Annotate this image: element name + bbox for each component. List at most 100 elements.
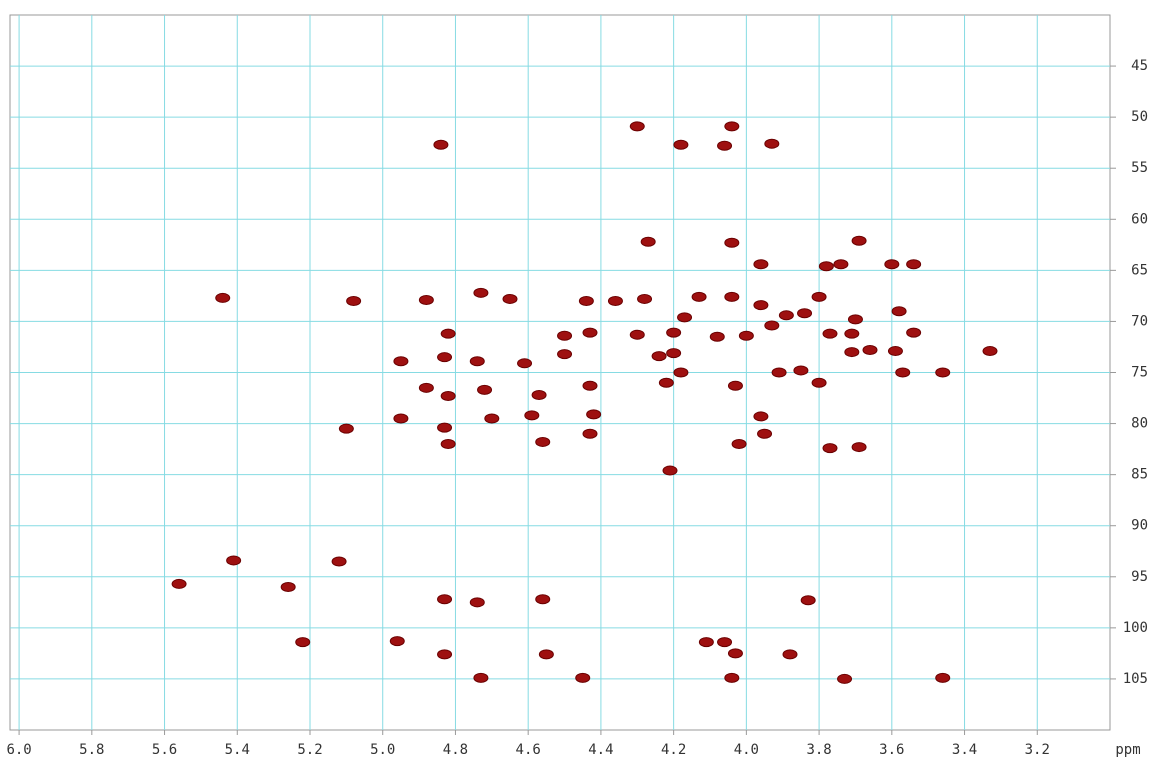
peak	[698, 637, 714, 648]
x-tick-label: 3.4	[952, 742, 977, 758]
peak	[557, 349, 573, 360]
peak	[437, 649, 453, 660]
peak	[502, 293, 518, 304]
y-tick-label: 105	[1123, 671, 1148, 687]
peak	[637, 293, 653, 304]
peak	[862, 345, 878, 356]
peak	[433, 139, 449, 150]
peak	[346, 296, 362, 306]
peak	[793, 365, 809, 376]
peak	[226, 555, 242, 566]
peak	[851, 442, 867, 453]
x-tick-label: 4.6	[516, 742, 541, 758]
peak	[331, 556, 347, 567]
peak	[524, 410, 540, 421]
peak	[691, 291, 707, 302]
peak	[535, 436, 551, 447]
peak	[557, 330, 573, 341]
peak	[607, 296, 623, 306]
peak	[393, 356, 409, 367]
y-tick-label: 55	[1131, 160, 1148, 176]
peak	[437, 352, 453, 363]
peak	[906, 259, 922, 270]
peak	[822, 443, 838, 454]
peak	[811, 377, 827, 388]
peak	[640, 236, 656, 247]
peak	[717, 637, 733, 648]
peak	[393, 413, 409, 424]
peak	[844, 328, 860, 339]
peak	[935, 672, 951, 683]
x-tick-label: 4.2	[661, 742, 686, 758]
peak	[753, 411, 769, 422]
peak	[418, 294, 434, 305]
peak	[935, 367, 951, 378]
x-tick-label: 5.4	[225, 742, 250, 758]
peak	[440, 328, 456, 339]
peak	[673, 139, 689, 150]
peak	[891, 306, 907, 317]
peak	[575, 672, 591, 683]
y-tick-label: 45	[1131, 58, 1148, 74]
peak	[662, 465, 678, 476]
peak	[440, 390, 456, 401]
peak	[651, 351, 667, 362]
peak	[280, 582, 296, 592]
peak	[727, 380, 743, 391]
peak	[764, 320, 780, 331]
x-tick-label: 5.8	[79, 742, 104, 758]
peak	[535, 594, 551, 605]
y-tick-label: 90	[1131, 518, 1148, 534]
peak	[887, 346, 903, 357]
peak	[338, 423, 354, 434]
peak	[771, 367, 787, 378]
peak	[717, 140, 733, 151]
peak	[295, 637, 311, 648]
x-tick-label: 4.4	[588, 742, 613, 758]
peak	[895, 367, 911, 378]
peak	[677, 312, 693, 323]
peak	[666, 348, 682, 359]
peak	[727, 648, 743, 659]
peak	[531, 389, 547, 400]
peak	[844, 347, 860, 358]
y-tick-label: 75	[1131, 365, 1148, 381]
peak	[811, 291, 827, 302]
x-tick-label: 5.0	[370, 742, 395, 758]
peak	[753, 300, 769, 311]
y-tick-label: 85	[1131, 467, 1148, 483]
x-tick-label: 3.8	[806, 742, 831, 758]
peak	[884, 259, 900, 270]
peak	[724, 672, 740, 683]
x-tick-label: 4.8	[443, 742, 468, 758]
peak	[982, 346, 998, 357]
x-axis-label: ppm	[1115, 742, 1140, 758]
peak	[469, 597, 485, 608]
peak	[437, 422, 453, 433]
peak	[818, 261, 834, 272]
peak	[469, 356, 485, 367]
peak	[738, 330, 754, 341]
peak	[724, 121, 740, 132]
x-tick-label: 4.0	[734, 742, 759, 758]
peak	[658, 377, 674, 388]
y-tick-label: 70	[1131, 313, 1148, 329]
x-tick-label: 3.2	[1025, 742, 1050, 758]
peak	[757, 428, 773, 439]
peak	[822, 328, 838, 339]
peak	[778, 310, 794, 321]
peak	[582, 428, 598, 439]
peak	[582, 380, 598, 391]
peak	[473, 672, 489, 683]
peak	[851, 235, 867, 246]
y-tick-label: 50	[1131, 109, 1148, 125]
peak	[797, 308, 813, 319]
peak	[629, 329, 645, 340]
peak	[847, 314, 863, 325]
peak	[473, 287, 489, 298]
peak	[709, 331, 725, 342]
y-tick-label: 65	[1131, 262, 1148, 278]
peak	[171, 578, 187, 589]
peak	[582, 327, 598, 338]
